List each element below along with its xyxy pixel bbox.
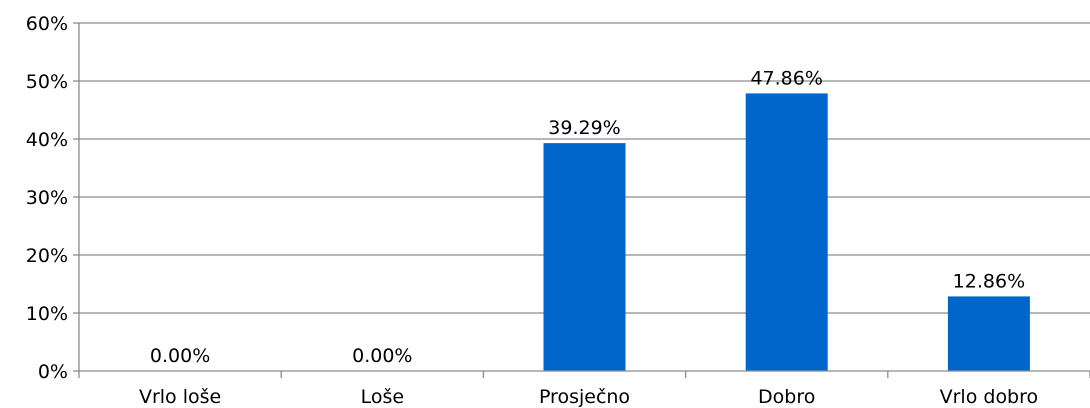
data-label: 0.00%: [150, 345, 210, 367]
y-tick-label: 30%: [26, 187, 68, 209]
axes: [73, 22, 1090, 378]
data-label: 39.29%: [548, 117, 620, 139]
bar: [947, 296, 1030, 371]
bars: [543, 93, 1030, 372]
labels: 0% 10% 20% 30% 40% 50% 60% 0.00% Vrlo loše 0.00% L…: [26, 13, 1038, 408]
data-label: 12.86%: [953, 270, 1025, 292]
bar: [543, 143, 626, 371]
x-category-label: Prosječno: [539, 386, 630, 408]
y-tick-label: 50%: [26, 71, 68, 93]
bar: [745, 93, 828, 372]
x-category-label: Vrlo loše: [139, 386, 221, 408]
y-tick-label: 20%: [26, 245, 68, 267]
data-label: 0.00%: [352, 345, 412, 367]
x-category-label: Loše: [361, 386, 404, 408]
y-tick-label: 40%: [26, 129, 68, 151]
x-category-label: Vrlo dobro: [940, 386, 1039, 408]
y-tick-label: 60%: [26, 13, 68, 35]
x-category-label: Dobro: [758, 386, 815, 408]
y-tick-label: 10%: [26, 303, 68, 325]
y-tick-label: 0%: [38, 361, 68, 383]
data-label: 47.86%: [750, 67, 822, 89]
